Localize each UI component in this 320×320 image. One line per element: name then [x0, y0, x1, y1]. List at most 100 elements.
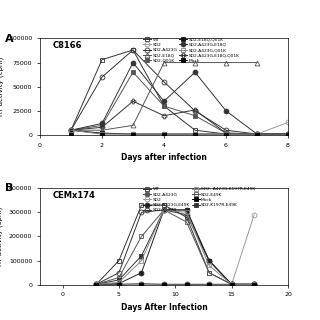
SD2-Q01K [255, 132, 259, 136]
SD2-A423G,E18Q [193, 70, 197, 74]
Line: WT: WT [94, 203, 257, 287]
SD2-A423G [193, 109, 197, 113]
Line: SD2-A423G: SD2-A423G [68, 48, 291, 137]
SD2- A423G,K197R,E49K [207, 264, 211, 268]
SD2-E18Q,Q01K [286, 132, 290, 136]
SD2-E49K [230, 282, 234, 286]
SD2-E49K [94, 282, 98, 286]
SD2-A423G,E49K [117, 282, 121, 285]
WT [286, 132, 290, 136]
Y-axis label: RT activity (cpm): RT activity (cpm) [0, 207, 4, 266]
SD2 [255, 132, 259, 136]
Mock [252, 283, 256, 287]
SD2-Q01K [286, 132, 290, 136]
WT [140, 203, 143, 207]
WT [224, 132, 228, 136]
SD2-A423G,E49K [207, 259, 211, 263]
WT [207, 271, 211, 275]
X-axis label: Days after infection: Days after infection [121, 153, 207, 162]
SD2-K197R,E49K [117, 278, 121, 282]
SD2-A423G,E18Q [286, 132, 290, 136]
SD2- A423G,K197R,E49K [185, 211, 188, 214]
SD2-A423G,E18Q,Q01K [193, 108, 197, 112]
SD2-E18Q,Q01K [224, 132, 228, 136]
Line: SD2-K197R,E49K: SD2-K197R,E49K [94, 207, 257, 287]
Mock [117, 283, 121, 287]
SD2-Q01K [224, 131, 228, 135]
Line: SD2-A423G,E49K: SD2-A423G,E49K [94, 207, 257, 287]
SD2 [140, 282, 143, 286]
SD2 [224, 132, 228, 136]
SD2-A423G,E18Q,Q01K [255, 132, 259, 136]
SD2-A423G,E49K [230, 282, 234, 286]
SD2-K197R [140, 211, 143, 214]
Mock [230, 283, 234, 287]
SD2 [286, 121, 290, 124]
SD2-K197R,E49K [252, 282, 256, 286]
SD2-A423G,E18Q,Q01K [224, 131, 228, 135]
SD2-E18Q [69, 128, 73, 132]
Line: SD2-E18Q,Q01K: SD2-E18Q,Q01K [68, 128, 291, 137]
SD2- A423G,K197R,E49K [162, 208, 166, 212]
SD2-E18Q,Q01K [131, 132, 135, 136]
SD2-A423G,Q01K [131, 132, 135, 136]
SD2-E49K [117, 276, 121, 279]
SD2-E18Q [131, 124, 135, 127]
WT [162, 203, 166, 207]
SD2-A423G,E18Q [162, 99, 166, 103]
SD2-E49K [162, 208, 166, 212]
SD2-K197R [162, 208, 166, 212]
SD2-E18Q [193, 60, 197, 64]
SD2- A423G,K197R,E49K [140, 259, 143, 263]
SD2-A423G [255, 132, 259, 136]
SD2-A423G,Q01K [162, 132, 166, 136]
SD2-A423G [185, 282, 188, 286]
SD2-A423G,Q01K [255, 132, 259, 136]
SD2-A423G,Q01K [224, 132, 228, 136]
SD2 [117, 282, 121, 286]
SD2 [207, 282, 211, 286]
Text: A: A [5, 34, 14, 44]
Line: SD2-E49K: SD2-E49K [94, 207, 257, 287]
SD2- A423G,K197R,E49K [117, 280, 121, 284]
Line: WT: WT [68, 48, 291, 137]
SD2 [162, 132, 166, 136]
Mock [286, 133, 290, 137]
SD2-A423G [286, 132, 290, 136]
Mock [162, 283, 166, 287]
SD2-E18Q,Q01K [193, 132, 197, 136]
SD2-K197R,E49K [185, 208, 188, 212]
SD2-A423G [162, 80, 166, 84]
WT [162, 104, 166, 108]
SD2-E18Q,Q01K [69, 128, 73, 132]
Mock [255, 133, 259, 137]
SD2-A423G,E49K [162, 208, 166, 212]
SD2-A423G,E18Q [131, 60, 135, 64]
SD2-K197R [94, 282, 98, 286]
Legend: WT, SD2, SD2-A423G, SD2-E18Q, SD2-Q01K, SD2-E18Q,Q01K, SD2-A423G,E18Q, SD2-A423G: WT, SD2, SD2-A423G, SD2-E18Q, SD2-Q01K, … [141, 36, 241, 64]
SD2-A423G,Q01K [286, 132, 290, 136]
SD2-A423G,E49K [94, 282, 98, 286]
SD2-A423G,E18Q,Q01K [131, 99, 135, 103]
Y-axis label: RT activity (cpm): RT activity (cpm) [0, 57, 4, 116]
SD2 [131, 132, 135, 136]
SD2-A423G [140, 282, 143, 285]
Line: SD2-A423G,Q01K: SD2-A423G,Q01K [68, 128, 291, 137]
SD2-A423G,E18Q [69, 128, 73, 132]
Text: CEMx174: CEMx174 [52, 191, 95, 200]
WT [131, 48, 135, 52]
Mock [100, 133, 104, 137]
SD2-A423G [230, 282, 234, 286]
Legend: WT, SD2-A423G, SD2, SD2-A423G,E49K, SD2-K197R, SD2- A423G,K197R,E49K, SD2-E49K, : WT, SD2-A423G, SD2, SD2-A423G,E49K, SD2-… [141, 186, 257, 214]
SD2-E18Q [224, 60, 228, 64]
SD2-A423G [94, 282, 98, 286]
SD2-A423G,E18Q [255, 132, 259, 136]
Line: SD2-A423G,E18Q,Q01K: SD2-A423G,E18Q,Q01K [68, 99, 291, 137]
SD2- A423G,K197R,E49K [252, 282, 256, 286]
SD2-A423G [69, 128, 73, 132]
SD2-Q01K [131, 70, 135, 74]
SD2-A423G [100, 75, 104, 79]
SD2-A423G,Q01K [193, 132, 197, 136]
SD2-A423G [131, 48, 135, 52]
WT [230, 282, 234, 286]
